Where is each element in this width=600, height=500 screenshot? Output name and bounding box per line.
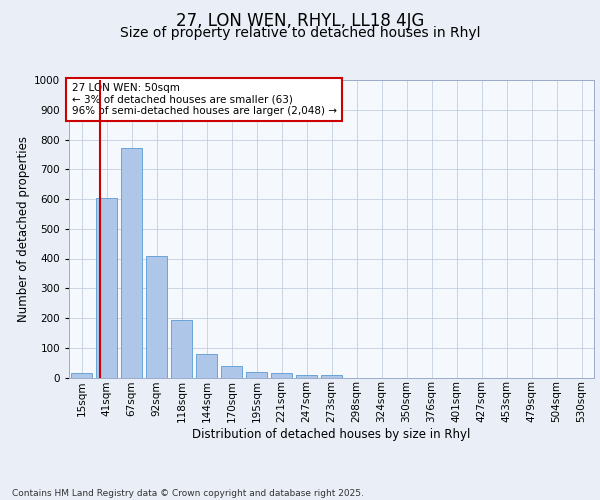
Bar [196,354,217,378]
Text: 27, LON WEN, RHYL, LL18 4JG: 27, LON WEN, RHYL, LL18 4JG [176,12,424,30]
Bar [221,366,242,378]
Bar [246,372,267,378]
Text: 27 LON WEN: 50sqm
← 3% of detached houses are smaller (63)
96% of semi-detached : 27 LON WEN: 50sqm ← 3% of detached house… [71,83,337,116]
Bar [321,375,342,378]
Y-axis label: Number of detached properties: Number of detached properties [17,136,29,322]
Bar [71,373,92,378]
Bar [121,148,142,378]
Text: Size of property relative to detached houses in Rhyl: Size of property relative to detached ho… [120,26,480,40]
Bar [271,373,292,378]
X-axis label: Distribution of detached houses by size in Rhyl: Distribution of detached houses by size … [193,428,470,441]
Bar [96,198,117,378]
Text: Contains HM Land Registry data © Crown copyright and database right 2025.: Contains HM Land Registry data © Crown c… [12,488,364,498]
Bar [171,320,192,378]
Bar [296,374,317,378]
Bar [146,256,167,378]
